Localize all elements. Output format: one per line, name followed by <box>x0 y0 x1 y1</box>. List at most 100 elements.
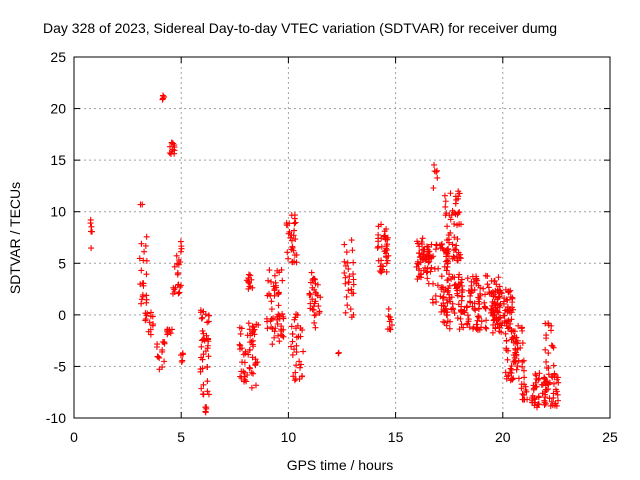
data-point <box>542 386 549 393</box>
data-point <box>384 326 391 333</box>
data-point <box>433 242 440 249</box>
data-point <box>244 332 251 339</box>
data-point <box>247 272 254 279</box>
data-point <box>271 328 278 335</box>
data-point <box>138 300 145 307</box>
data-point <box>289 351 296 358</box>
data-point <box>542 400 549 407</box>
data-point <box>498 329 505 336</box>
data-point <box>266 267 273 274</box>
data-point <box>515 322 522 329</box>
data-point <box>457 315 464 322</box>
data-point <box>414 238 421 245</box>
data-point <box>143 257 150 264</box>
data-point <box>469 303 476 310</box>
data-point <box>494 307 501 314</box>
data-point <box>245 278 252 285</box>
data-point <box>271 334 278 341</box>
data-point <box>483 325 490 332</box>
data-point <box>434 282 441 289</box>
data-point <box>470 279 477 286</box>
data-point <box>198 385 205 392</box>
data-point <box>293 349 300 356</box>
data-point <box>174 269 181 276</box>
data-point <box>290 247 297 254</box>
data-point <box>518 324 525 331</box>
data-point <box>508 316 515 323</box>
data-point <box>242 348 249 355</box>
data-point <box>179 351 186 358</box>
data-point <box>451 254 458 261</box>
data-point <box>288 343 295 350</box>
data-point <box>505 317 512 324</box>
data-point <box>268 324 275 331</box>
data-point <box>457 279 464 286</box>
data-point <box>433 168 440 175</box>
data-point <box>294 322 301 329</box>
data-point <box>177 238 184 245</box>
data-point <box>159 364 166 371</box>
data-point <box>481 299 488 306</box>
data-point <box>249 354 256 361</box>
data-point <box>374 244 381 251</box>
data-point <box>279 332 286 339</box>
data-point <box>246 347 253 354</box>
data-point <box>248 369 255 376</box>
data-point <box>419 255 426 262</box>
data-point <box>473 273 480 280</box>
data-point <box>425 259 432 266</box>
data-point <box>161 340 168 347</box>
data-point <box>159 96 166 103</box>
data-point <box>204 388 211 395</box>
data-point <box>172 284 179 291</box>
data-point <box>87 220 94 227</box>
data-point <box>291 346 298 353</box>
data-point <box>350 259 357 266</box>
data-point <box>143 299 150 306</box>
data-point <box>144 310 151 317</box>
data-point <box>200 330 207 337</box>
data-point <box>474 317 481 324</box>
data-point <box>149 313 156 320</box>
data-point <box>247 283 254 290</box>
data-point <box>446 294 453 301</box>
data-point <box>500 298 507 305</box>
data-point <box>138 267 145 274</box>
data-point <box>175 290 182 297</box>
data-point <box>177 248 184 255</box>
data-point <box>292 236 299 243</box>
x-tick-label: 5 <box>177 429 185 445</box>
data-point <box>174 260 181 267</box>
data-point <box>505 307 512 314</box>
data-point <box>147 331 154 338</box>
data-point <box>543 332 550 339</box>
data-point <box>455 274 462 281</box>
axis-ticks: 0 5 10 15 20 25 -10 -5 0 5 10 15 20 25 <box>46 49 618 445</box>
data-point <box>311 319 318 326</box>
data-point <box>495 294 502 301</box>
data-point <box>450 253 457 260</box>
data-point <box>459 289 466 296</box>
plot-frame <box>73 56 611 419</box>
data-point <box>550 390 557 397</box>
data-point <box>423 243 430 250</box>
data-point <box>445 276 452 283</box>
data-point <box>458 321 465 328</box>
data-point <box>246 326 253 333</box>
data-point <box>284 249 291 256</box>
x-tick-label: 20 <box>495 429 511 445</box>
data-point <box>138 240 145 247</box>
data-point <box>507 287 514 294</box>
data-point <box>384 257 391 264</box>
data-point <box>312 311 319 318</box>
data-point <box>307 279 314 286</box>
data-point <box>268 306 275 313</box>
data-point <box>496 304 503 311</box>
data-point <box>449 207 456 214</box>
data-point <box>442 307 449 314</box>
data-point <box>288 323 295 330</box>
data-point <box>197 368 204 375</box>
data-point <box>542 346 549 353</box>
data-point <box>519 390 526 397</box>
data-point <box>454 292 461 299</box>
